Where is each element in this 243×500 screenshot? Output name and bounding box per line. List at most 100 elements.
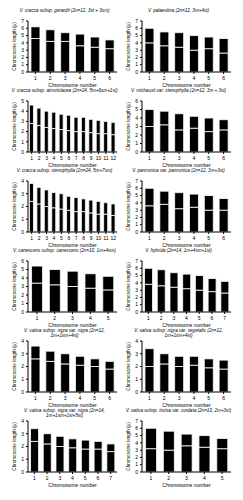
svg-text:3: 3 <box>21 47 24 53</box>
svg-text:0: 0 <box>135 469 138 475</box>
svg-text:1: 1 <box>21 61 24 67</box>
svg-text:1: 1 <box>34 395 37 401</box>
svg-text:1: 1 <box>147 315 150 321</box>
svg-text:4: 4 <box>135 40 138 46</box>
svg-text:7: 7 <box>75 155 78 161</box>
svg-text:0: 0 <box>21 309 24 315</box>
svg-text:0: 0 <box>135 229 138 235</box>
svg-text:3: 3 <box>178 155 181 161</box>
svg-text:Chromosome length (μ): Chromosome length (μ) <box>12 182 17 231</box>
svg-text:2: 2 <box>135 454 138 460</box>
svg-text:1: 1 <box>135 221 138 227</box>
svg-text:1: 1 <box>21 300 24 306</box>
svg-text:1: 1 <box>21 139 24 145</box>
svg-text:5: 5 <box>198 315 201 321</box>
svg-text:2: 2 <box>21 292 24 298</box>
svg-text:1: 1 <box>21 376 24 382</box>
svg-text:1: 1 <box>135 140 138 146</box>
svg-text:3: 3 <box>178 235 181 241</box>
svg-text:0: 0 <box>21 389 24 395</box>
svg-text:6: 6 <box>135 265 138 271</box>
svg-text:4: 4 <box>135 440 138 446</box>
svg-text:2: 2 <box>163 75 166 81</box>
svg-text:5: 5 <box>93 395 96 401</box>
svg-text:6: 6 <box>135 185 138 191</box>
svg-text:7: 7 <box>21 19 24 24</box>
svg-text:1: 1 <box>33 475 36 481</box>
svg-text:Chromosome number: Chromosome number <box>162 242 211 248</box>
svg-text:6: 6 <box>135 25 138 31</box>
svg-text:1: 1 <box>148 75 151 81</box>
svg-text:5: 5 <box>60 235 63 241</box>
svg-text:0: 0 <box>21 69 24 75</box>
svg-text:4: 4 <box>135 200 138 206</box>
svg-text:10: 10 <box>96 155 102 161</box>
svg-text:Chromosome length (μ): Chromosome length (μ) <box>12 262 17 311</box>
svg-text:5: 5 <box>84 475 87 481</box>
svg-text:3: 3 <box>172 315 175 321</box>
svg-text:0: 0 <box>21 469 24 475</box>
svg-text:4: 4 <box>193 395 196 401</box>
svg-text:5: 5 <box>135 106 138 112</box>
svg-text:10: 10 <box>96 235 102 241</box>
svg-text:3: 3 <box>185 475 188 481</box>
svg-text:7: 7 <box>135 259 138 264</box>
svg-text:Chromosome number: Chromosome number <box>48 162 97 168</box>
svg-text:4: 4 <box>53 235 56 241</box>
svg-text:1: 1 <box>135 376 138 382</box>
svg-text:3: 3 <box>21 118 24 124</box>
svg-text:0: 0 <box>21 229 24 235</box>
svg-text:4: 4 <box>203 475 206 481</box>
svg-text:2: 2 <box>21 203 24 209</box>
svg-text:2: 2 <box>38 155 41 161</box>
svg-text:Chromosome length (μ): Chromosome length (μ) <box>126 102 131 151</box>
svg-text:Chromosome number: Chromosome number <box>162 402 211 408</box>
svg-text:6: 6 <box>222 75 225 81</box>
svg-text:3: 3 <box>45 235 48 241</box>
svg-text:8: 8 <box>82 155 85 161</box>
svg-text:4: 4 <box>21 419 24 424</box>
svg-text:4: 4 <box>71 475 74 481</box>
svg-text:8: 8 <box>82 235 85 241</box>
svg-text:12: 12 <box>111 155 117 161</box>
svg-text:5: 5 <box>207 75 210 81</box>
svg-text:1: 1 <box>135 61 138 67</box>
svg-text:4: 4 <box>21 339 24 344</box>
svg-text:11: 11 <box>103 155 108 161</box>
svg-text:4: 4 <box>135 339 138 344</box>
svg-text:3: 3 <box>135 207 138 213</box>
svg-text:2: 2 <box>38 235 41 241</box>
svg-text:Chromosome number: Chromosome number <box>48 402 97 408</box>
svg-text:1: 1 <box>135 461 138 467</box>
svg-text:4: 4 <box>193 155 196 161</box>
svg-text:6: 6 <box>211 315 214 321</box>
svg-text:1: 1 <box>34 75 37 81</box>
svg-text:Chromosome number: Chromosome number <box>162 162 211 168</box>
svg-text:4: 4 <box>79 75 82 81</box>
svg-text:3: 3 <box>135 351 138 357</box>
svg-text:5: 5 <box>221 475 224 481</box>
svg-text:5: 5 <box>93 75 96 81</box>
svg-text:4: 4 <box>135 280 138 286</box>
svg-text:4: 4 <box>193 235 196 241</box>
svg-text:Chromosome length (μ): Chromosome length (μ) <box>126 422 131 471</box>
svg-text:2: 2 <box>46 475 49 481</box>
svg-text:6: 6 <box>21 25 24 31</box>
svg-text:0: 0 <box>135 149 138 155</box>
svg-text:5: 5 <box>135 32 138 38</box>
svg-text:1: 1 <box>30 235 33 241</box>
svg-text:2: 2 <box>49 395 52 401</box>
svg-text:5: 5 <box>107 315 110 321</box>
svg-text:3: 3 <box>135 447 138 453</box>
svg-text:2: 2 <box>160 315 163 321</box>
svg-text:3: 3 <box>21 351 24 357</box>
svg-text:3: 3 <box>21 431 24 437</box>
svg-text:3: 3 <box>135 123 138 129</box>
svg-text:4: 4 <box>21 275 24 281</box>
svg-text:0: 0 <box>135 309 138 315</box>
svg-text:9: 9 <box>90 235 93 241</box>
svg-text:5: 5 <box>21 266 24 272</box>
svg-text:9: 9 <box>90 155 93 161</box>
svg-text:Chromosome length (μ): Chromosome length (μ) <box>12 342 17 391</box>
svg-text:6: 6 <box>21 259 24 264</box>
